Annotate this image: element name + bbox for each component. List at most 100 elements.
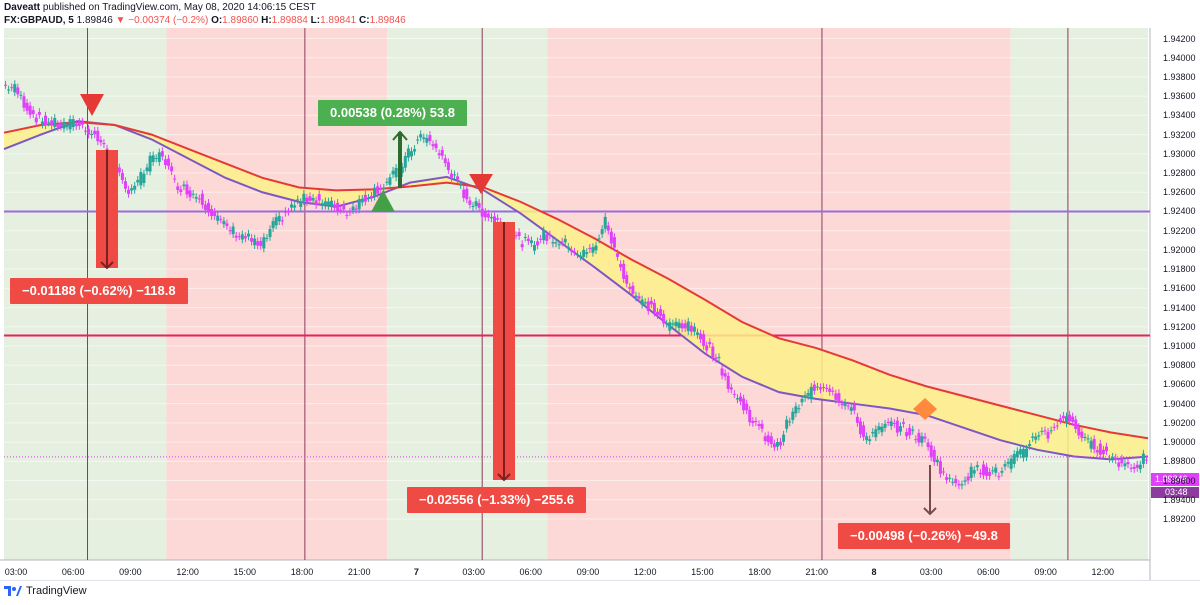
candle-body [1018,449,1022,455]
candle-body [493,216,497,223]
candle-body [532,244,536,251]
candle-body [757,424,761,427]
candle-body [966,476,970,481]
candle-body [523,237,527,239]
price-tick-label: 1.94000 [1163,52,1196,63]
candle-body [1126,461,1130,465]
candle-body [409,151,413,157]
candle-body [831,390,835,392]
candle-body [643,302,647,304]
candle-countdown: 03:48 [1151,487,1199,498]
candle-body [692,326,696,332]
price-tick-label: 1.90200 [1163,417,1196,428]
candle-body [348,211,352,213]
candle-body [379,187,383,190]
price-tick-label: 1.91400 [1163,302,1196,313]
candle-body [680,323,684,329]
candle-body [299,202,303,208]
symbol-name[interactable]: FX:GBPAUD, 5 [4,15,74,26]
candle-body [342,204,346,210]
candle-body [520,244,524,248]
candle-body [616,253,620,257]
candle-body [305,197,309,203]
candle-body [628,286,632,289]
sell-signal-icon [469,174,493,194]
candle-body [385,181,389,183]
candle-body [874,429,878,438]
candle-body [1111,456,1115,459]
candle-body [1006,462,1010,464]
price-tick-label: 1.89600 [1163,475,1196,486]
candle-body [456,176,460,180]
candle-body [1135,464,1139,468]
candle-body [274,217,278,226]
candle-body [1052,426,1056,428]
candle-body [582,249,586,257]
candle-body [542,230,546,241]
candle-body [591,247,595,253]
candle-body [360,198,364,203]
candle-body [65,126,69,128]
candle-body [496,218,500,220]
close-label: C: [359,15,370,26]
candle-body [631,285,635,295]
price-tick-label: 1.90000 [1163,437,1196,448]
candle-body [474,201,478,207]
time-tick-label: 09:00 [576,567,600,577]
candle-body [465,188,469,200]
candle-body [80,121,84,125]
candle-body [1061,415,1065,419]
candle-body [207,202,211,213]
candle-body [828,388,832,392]
candle-body [545,234,549,241]
price-tick-label: 1.91600 [1163,283,1196,294]
candle-body [1141,453,1145,464]
candle-body [145,167,149,172]
publisher-name[interactable]: Daveatt [4,2,41,13]
candle-body [351,206,355,211]
candle-body [895,420,899,433]
candle-body [923,436,927,439]
candle-body [1123,463,1127,467]
candle-body [425,137,429,143]
candle-body [579,255,583,257]
candle-body [400,166,404,174]
candle-body [745,403,749,411]
time-tick-label: 03:00 [4,567,28,577]
close-value: 1.89846 [369,15,406,26]
candle-body [625,275,629,284]
time-tick-label: 06:00 [519,567,543,577]
candle-body [468,200,472,205]
candle-body [723,373,727,377]
tradingview-logo[interactable]: TradingView [4,585,87,597]
candle-body [914,439,918,441]
candle-body [1083,437,1087,439]
candle-body [59,123,63,127]
candle-body [4,84,8,86]
price-tick-label: 1.89400 [1163,494,1196,505]
candle-body [96,130,100,142]
candle-body [394,167,398,178]
candle-body [686,321,690,332]
candle-body [662,313,666,324]
candle-body [935,459,939,463]
candle-body [985,466,989,476]
candle-body [612,237,616,248]
candle-body [865,436,869,441]
candle-body [277,215,281,222]
candle-body [714,357,718,360]
candle-body [90,133,94,136]
candle-body [1117,462,1121,467]
candle-body [179,189,183,193]
price-tick-label: 1.91000 [1163,341,1196,352]
candle-body [649,300,653,305]
time-tick-label: 12:00 [633,567,657,577]
time-tick-label: 03:00 [919,567,943,577]
candle-body [323,201,327,206]
candle-body [862,425,866,437]
candle-body [302,193,306,202]
candle-body [754,420,758,423]
candle-body [47,121,51,123]
candle-body [167,158,171,166]
